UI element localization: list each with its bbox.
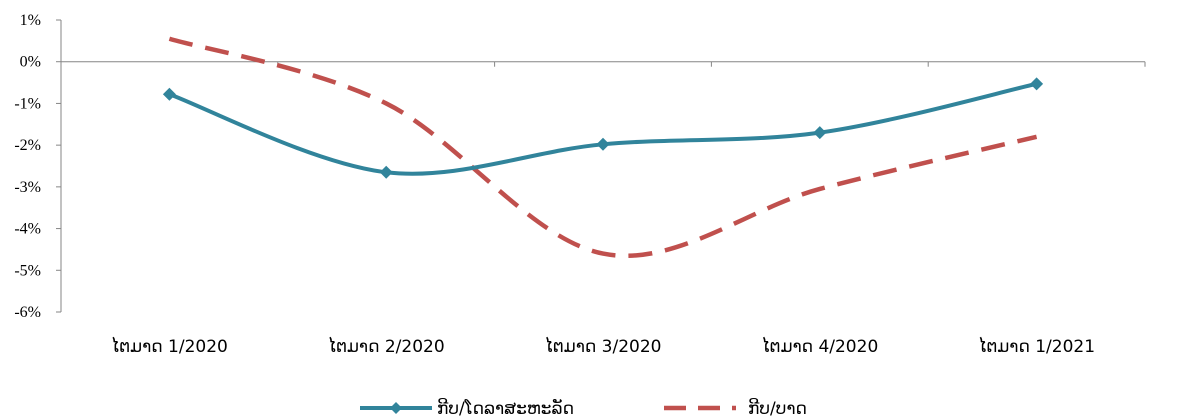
x-tick-label: ໄຕມາດ 4/2020 bbox=[761, 336, 878, 357]
legend-label-0: ກີບ/ໂດລາສະຫະລັດ bbox=[437, 397, 574, 416]
y-tick-label: -5% bbox=[14, 262, 41, 279]
series-line-1 bbox=[168, 36, 1038, 258]
x-tick-label: ໄຕມາດ 1/2020 bbox=[111, 336, 228, 357]
legend: ກີບ/ໂດລາສະຫະລັດ ກີບ/ບາດ bbox=[360, 397, 807, 416]
data-point-0-0 bbox=[162, 87, 176, 101]
y-tick-label: -6% bbox=[14, 304, 41, 321]
legend-label-1: ກີບ/ບາດ bbox=[748, 398, 807, 416]
x-tick-label: ໄຕມາດ 3/2020 bbox=[545, 336, 662, 357]
x-tick-label: ໄຕມາດ 2/2020 bbox=[328, 336, 445, 357]
y-tick-label: 1% bbox=[20, 12, 41, 29]
series-lines bbox=[162, 36, 1044, 258]
y-axis: 1% 0% -1% -2% -3% -4% -5% -6% bbox=[14, 12, 62, 321]
data-point-0-3 bbox=[813, 126, 827, 140]
data-point-0-1 bbox=[379, 165, 393, 179]
y-tick-label: -4% bbox=[14, 221, 41, 238]
y-tick-label: 0% bbox=[20, 54, 41, 71]
data-point-0-4 bbox=[1030, 77, 1044, 91]
legend-marker-0 bbox=[390, 402, 402, 414]
y-tick-label: -1% bbox=[14, 95, 41, 112]
series-line-0 bbox=[168, 81, 1038, 176]
x-axis: ໄຕມາດ 1/2020 ໄຕມາດ 2/2020 ໄຕມາດ 3/2020 ໄຕມາ… bbox=[60, 61, 1146, 357]
data-point-0-2 bbox=[596, 137, 610, 151]
y-tick-label: -2% bbox=[14, 137, 41, 154]
y-tick-label: -3% bbox=[14, 179, 41, 196]
x-tick-label: ໄຕມາດ 1/2021 bbox=[978, 336, 1095, 357]
